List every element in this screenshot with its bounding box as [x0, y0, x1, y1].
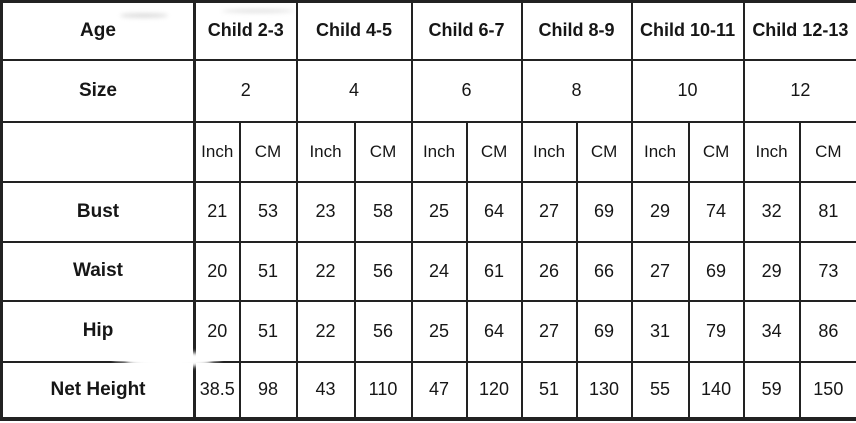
- measurement-value-cell: 79: [687, 299, 745, 363]
- measurement-row-bust: Bust 21 53 23 58 25 64 27 69 29 74 32 81: [0, 180, 856, 243]
- age-group-header: Child 10-11: [630, 0, 745, 61]
- empty-corner-cell: [0, 120, 196, 183]
- measurement-value-cell: 32: [742, 180, 801, 243]
- measurement-value-cell: 20: [193, 240, 241, 302]
- measurement-value-cell: 98: [238, 360, 298, 420]
- size-value-cell: 6: [410, 58, 523, 123]
- unit-cell: Inch: [295, 120, 356, 183]
- measurement-value-cell: 53: [238, 180, 298, 243]
- size-value-cell: 12: [742, 58, 856, 123]
- unit-cell: Inch: [742, 120, 801, 183]
- measurement-value-cell: 29: [742, 240, 801, 302]
- measurement-value-cell: 34: [742, 299, 801, 363]
- unit-cell: Inch: [193, 120, 241, 183]
- measurement-value-cell: 22: [295, 240, 356, 302]
- measurement-value-cell: 27: [630, 240, 690, 302]
- measurement-value-cell: 20: [193, 299, 241, 363]
- age-group-header: Child 12-13: [742, 0, 856, 61]
- unit-cell: CM: [687, 120, 745, 183]
- size-value-cell: 4: [295, 58, 413, 123]
- unit-row: Inch CM Inch CM Inch CM Inch CM Inch CM …: [0, 120, 856, 183]
- measurement-value-cell: 61: [465, 240, 523, 302]
- measurement-value-cell: 56: [353, 299, 413, 363]
- measurement-value-cell: 27: [520, 299, 578, 363]
- measurement-value-cell: 69: [687, 240, 745, 302]
- measurement-value-cell: 43: [295, 360, 356, 420]
- measurement-row-waist: Waist 20 51 22 56 24 61 26 66 27 69 29 7…: [0, 240, 856, 302]
- measurement-value-cell: 64: [465, 299, 523, 363]
- unit-cell: CM: [465, 120, 523, 183]
- measurement-value-cell: 25: [410, 180, 468, 243]
- measurement-value-cell: 24: [410, 240, 468, 302]
- age-row: Age Child 2-3 Child 4-5 Child 6-7 Child …: [0, 0, 856, 61]
- unit-cell: CM: [353, 120, 413, 183]
- measurement-value-cell: 38.5: [193, 360, 241, 420]
- age-group-header: Child 4-5: [295, 0, 413, 61]
- measurement-value-cell: 58: [353, 180, 413, 243]
- measurement-row-net-height: Net Height 38.5 98 43 110 47 120 51 130 …: [0, 360, 856, 420]
- measurement-value-cell: 22: [295, 299, 356, 363]
- measurement-value-cell: 26: [520, 240, 578, 302]
- measurement-value-cell: 140: [687, 360, 745, 420]
- measurement-value-cell: 59: [742, 360, 801, 420]
- measurement-value-cell: 47: [410, 360, 468, 420]
- measurement-value-cell: 29: [630, 180, 690, 243]
- measurement-label: Waist: [0, 240, 196, 302]
- size-value-cell: 2: [193, 58, 298, 123]
- white-smudge-tail-artifact: [112, 356, 222, 363]
- measurement-value-cell: 51: [238, 240, 298, 302]
- measurement-row-hip: Hip 20 51 22 56 25 64 27 69 31 79 34 86: [0, 299, 856, 363]
- size-row-label: Size: [0, 58, 196, 123]
- measurement-value-cell: 120: [465, 360, 523, 420]
- measurement-value-cell: 150: [798, 360, 856, 420]
- size-value-cell: 8: [520, 58, 633, 123]
- measurement-value-cell: 55: [630, 360, 690, 420]
- measurement-value-cell: 69: [575, 299, 633, 363]
- unit-cell: CM: [575, 120, 633, 183]
- measurement-value-cell: 66: [575, 240, 633, 302]
- measurement-value-cell: 86: [798, 299, 856, 363]
- measurement-label: Bust: [0, 180, 196, 243]
- measurement-label: Net Height: [0, 360, 196, 420]
- unit-cell: Inch: [520, 120, 578, 183]
- measurement-label: Hip: [0, 299, 196, 363]
- measurement-value-cell: 25: [410, 299, 468, 363]
- size-row: Size 2 4 6 8 10 12: [0, 58, 856, 123]
- age-group-header: Child 8-9: [520, 0, 633, 61]
- measurement-value-cell: 74: [687, 180, 745, 243]
- age-row-label: Age: [0, 0, 196, 61]
- measurement-value-cell: 110: [353, 360, 413, 420]
- measurement-value-cell: 21: [193, 180, 241, 243]
- age-group-header: Child 6-7: [410, 0, 523, 61]
- unit-cell: CM: [238, 120, 298, 183]
- measurement-value-cell: 69: [575, 180, 633, 243]
- measurement-value-cell: 27: [520, 180, 578, 243]
- measurement-value-cell: 64: [465, 180, 523, 243]
- measurement-value-cell: 31: [630, 299, 690, 363]
- measurement-value-cell: 130: [575, 360, 633, 420]
- measurement-value-cell: 56: [353, 240, 413, 302]
- gray-smudge-artifact: [120, 13, 168, 18]
- gray-smudge-artifact: [222, 9, 294, 13]
- size-value-cell: 10: [630, 58, 745, 123]
- measurement-value-cell: 51: [520, 360, 578, 420]
- measurement-value-cell: 51: [238, 299, 298, 363]
- unit-cell: CM: [798, 120, 856, 183]
- unit-cell: Inch: [410, 120, 468, 183]
- measurement-value-cell: 73: [798, 240, 856, 302]
- measurement-value-cell: 23: [295, 180, 356, 243]
- measurement-value-cell: 81: [798, 180, 856, 243]
- unit-cell: Inch: [630, 120, 690, 183]
